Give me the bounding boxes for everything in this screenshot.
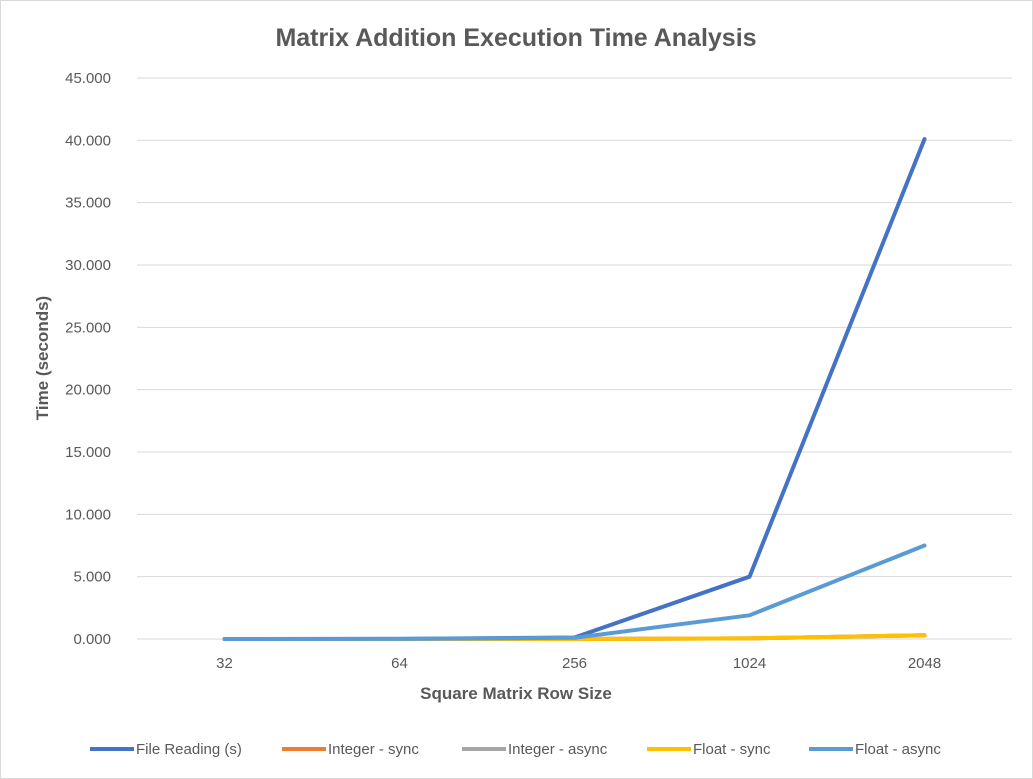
- x-axis-ticks: 32 64 256 1024 2048: [216, 655, 941, 672]
- gridlines: [137, 77, 1012, 640]
- y-tick-label: 15.000: [65, 444, 111, 461]
- y-tick-label: 40.000: [65, 132, 111, 149]
- x-tick-label: 1024: [733, 655, 766, 672]
- y-axis-title: Time (seconds): [33, 296, 52, 420]
- legend-item: Float - sync: [647, 741, 771, 758]
- y-tick-label: 20.000: [65, 382, 111, 399]
- x-tick-label: 256: [562, 655, 587, 672]
- x-tick-label: 64: [391, 655, 408, 672]
- legend-item: Integer - async: [462, 741, 608, 758]
- legend-item: File Reading (s): [90, 741, 242, 758]
- y-tick-label: 0.000: [73, 631, 111, 648]
- x-axis-title: Square Matrix Row Size: [420, 684, 612, 703]
- y-tick-label: 30.000: [65, 257, 111, 274]
- chart-title: Matrix Addition Execution Time Analysis: [275, 24, 756, 52]
- y-tick-label: 5.000: [73, 569, 111, 586]
- legend-label: Float - sync: [693, 741, 771, 758]
- legend-label: File Reading (s): [136, 741, 242, 758]
- series-line-0: [222, 137, 927, 641]
- y-tick-label: 35.000: [65, 195, 111, 212]
- legend-label: Float - async: [855, 741, 941, 758]
- y-tick-label: 25.000: [65, 319, 111, 336]
- series-lines: [222, 137, 927, 641]
- legend-item: Integer - sync: [282, 741, 419, 758]
- legend-label: Integer - sync: [328, 741, 419, 758]
- y-tick-label: 45.000: [65, 70, 111, 87]
- series-line-4: [222, 543, 927, 641]
- x-tick-label: 32: [216, 655, 233, 672]
- y-axis-ticks: 0.000 5.000 10.000 15.000 20.000 25.000 30.000…: [65, 70, 111, 648]
- legend: File Reading (s) Integer - sync Integer - …: [90, 741, 941, 758]
- legend-item: Float - async: [809, 741, 941, 758]
- y-tick-label: 10.000: [65, 506, 111, 523]
- legend-label: Integer - async: [508, 741, 608, 758]
- x-tick-label: 2048: [908, 655, 941, 672]
